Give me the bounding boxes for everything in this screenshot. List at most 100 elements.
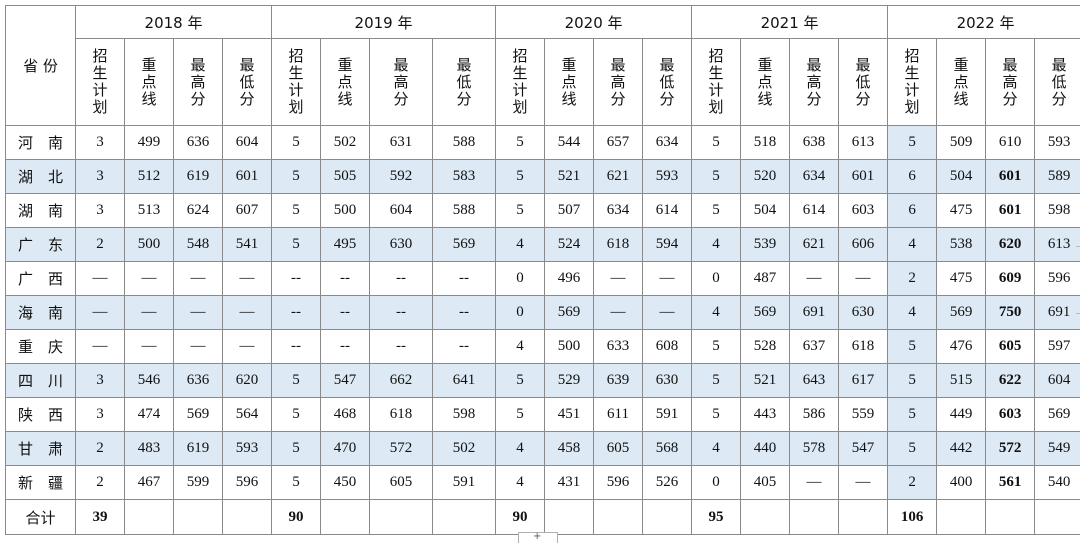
score-cell: 621 <box>594 160 643 194</box>
subheader-char: 最 <box>223 57 271 74</box>
score-cell: 5 <box>692 364 741 398</box>
score-cell: 450 <box>321 466 370 500</box>
score-cell: 5 <box>272 398 321 432</box>
score-cell: 496 <box>545 262 594 296</box>
plus-icon[interactable]: + <box>533 532 541 542</box>
score-cell: 598 <box>433 398 496 432</box>
score-cell: 583 <box>433 160 496 194</box>
score-cell: 6 <box>888 194 937 228</box>
score-cell: 548 <box>174 228 223 262</box>
score-cell: 2 <box>76 228 125 262</box>
province-cell: 海 南 <box>6 296 76 330</box>
subheader-char: 最 <box>174 57 222 74</box>
score-cell: 605 <box>370 466 433 500</box>
score-cell: 442 <box>937 432 986 466</box>
province-cell: 陕 西 <box>6 398 76 432</box>
score-cell: 4 <box>496 432 545 466</box>
score-cell: 588 <box>433 126 496 160</box>
score-cell: 568 <box>643 432 692 466</box>
subheader-char: 高 <box>594 74 642 91</box>
score-cell: 487 <box>741 262 790 296</box>
subheader-char: 分 <box>594 91 642 108</box>
score-cell: — <box>643 296 692 330</box>
score-cell: 643 <box>790 364 839 398</box>
score-cell: 500 <box>321 194 370 228</box>
subheader-char: 生 <box>76 65 124 82</box>
province-cell: 四 川 <box>6 364 76 398</box>
score-cell: 3 <box>76 194 125 228</box>
score-cell: 470 <box>321 432 370 466</box>
score-cell: 639 <box>594 364 643 398</box>
empty-cell <box>174 500 223 535</box>
subheader-char: 最 <box>1035 57 1080 74</box>
key-line-header: 重点线 <box>321 39 370 126</box>
score-cell: 507 <box>545 194 594 228</box>
score-cell: 561 <box>986 466 1035 500</box>
plan-header: 招生计划 <box>888 39 937 126</box>
subheader-char: 低 <box>1035 74 1080 91</box>
subheader-char: 重 <box>545 57 593 74</box>
subheader-char: 最 <box>370 57 432 74</box>
score-cell: 443 <box>741 398 790 432</box>
subheader-char: 点 <box>741 74 789 91</box>
score-cell: 620 <box>223 364 272 398</box>
subheader-char: 计 <box>76 82 124 99</box>
score-cell: 592 <box>370 160 433 194</box>
edge-mark <box>1076 313 1080 314</box>
score-cell: -- <box>370 262 433 296</box>
score-cell: 601 <box>986 194 1035 228</box>
score-cell: 513 <box>125 194 174 228</box>
subheader-char: 计 <box>888 82 936 99</box>
score-cell: 572 <box>986 432 1035 466</box>
subheader-char: 线 <box>321 91 369 108</box>
score-cell: 613 <box>1035 228 1080 262</box>
subheader-char: 重 <box>321 57 369 74</box>
score-cell: 3 <box>76 126 125 160</box>
score-cell: 451 <box>545 398 594 432</box>
score-cell: 662 <box>370 364 433 398</box>
score-cell: — <box>174 296 223 330</box>
score-cell: 3 <box>76 160 125 194</box>
score-cell: 524 <box>545 228 594 262</box>
score-cell: -- <box>321 262 370 296</box>
score-cell: 569 <box>937 296 986 330</box>
province-cell: 广 东 <box>6 228 76 262</box>
score-cell: 2 <box>76 466 125 500</box>
score-cell: 5 <box>496 160 545 194</box>
score-cell: — <box>223 262 272 296</box>
score-cell: 596 <box>594 466 643 500</box>
min-score-header: 最低分 <box>223 39 272 126</box>
score-cell: 604 <box>370 194 433 228</box>
min-score-header: 最低分 <box>643 39 692 126</box>
score-cell: 483 <box>125 432 174 466</box>
score-cell: 607 <box>223 194 272 228</box>
score-cell: 541 <box>223 228 272 262</box>
score-cell: 618 <box>370 398 433 432</box>
score-cell: 3 <box>76 364 125 398</box>
max-score-header: 最高分 <box>986 39 1035 126</box>
empty-cell <box>937 500 986 535</box>
empty-cell <box>545 500 594 535</box>
score-cell: 591 <box>433 466 496 500</box>
score-cell: — <box>125 262 174 296</box>
score-cell: 599 <box>174 466 223 500</box>
score-cell: 588 <box>433 194 496 228</box>
score-cell: 633 <box>594 330 643 364</box>
score-cell: 526 <box>643 466 692 500</box>
score-cell: 596 <box>1035 262 1080 296</box>
subheader-char: 招 <box>888 48 936 65</box>
key-line-header: 重点线 <box>545 39 594 126</box>
score-cell: -- <box>272 330 321 364</box>
subheader-char: 分 <box>174 91 222 108</box>
subheader-char: 招 <box>496 48 544 65</box>
province-column-header: 省 份 <box>6 6 76 126</box>
admission-table-wrapper: 省 份 2018 年 2019 年 2020 年 2021 年 2022 年 招… <box>5 5 1080 535</box>
subheader-char: 最 <box>790 57 838 74</box>
score-cell: 559 <box>839 398 888 432</box>
subheader-char: 招 <box>76 48 124 65</box>
score-cell: 4 <box>692 228 741 262</box>
